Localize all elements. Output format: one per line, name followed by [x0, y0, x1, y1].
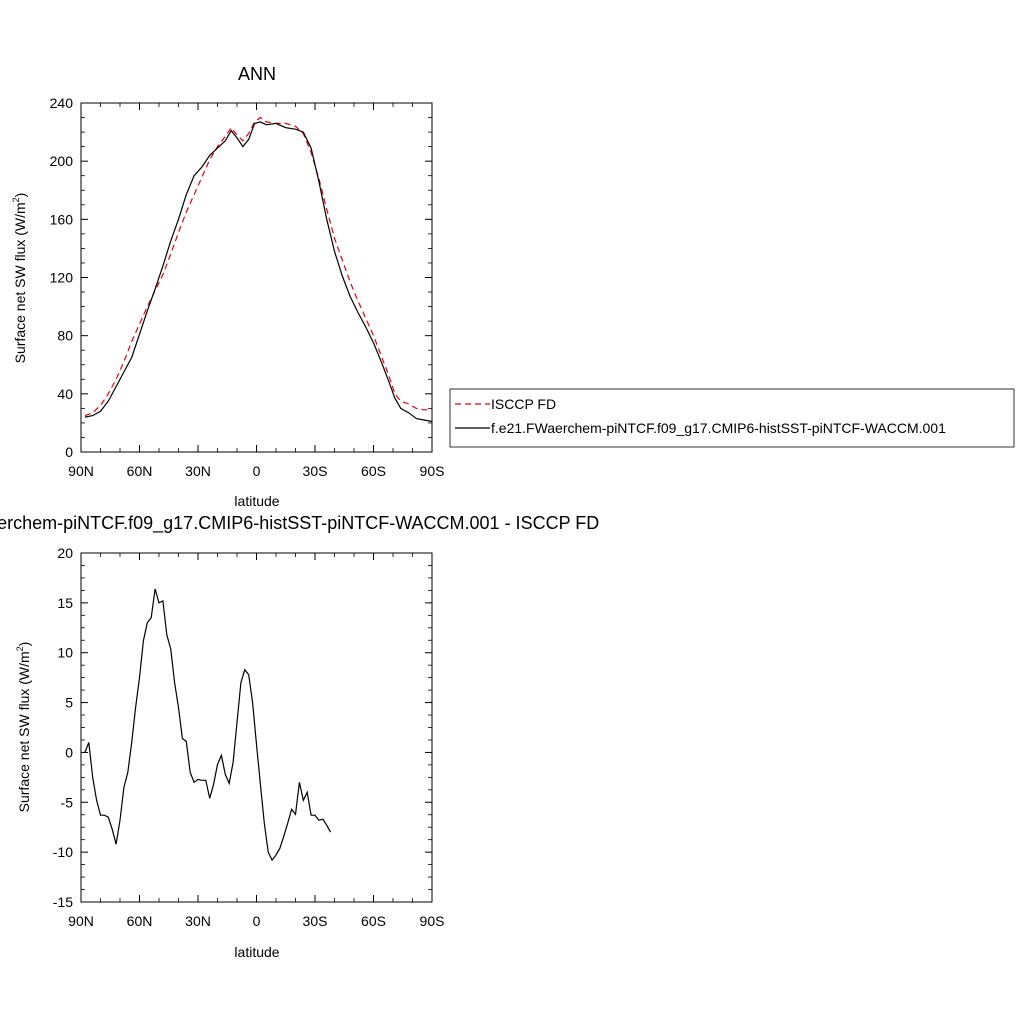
bottom-panel-x-axis-label: latitude — [234, 944, 279, 960]
series-line-isccp — [84, 116, 432, 417]
legend: ISCCP FD f.e21.FWaerchem-piNTCF.f09_g17.… — [449, 388, 1015, 448]
y-tick-label: 5 — [65, 695, 73, 711]
y-tick-label: -10 — [53, 844, 73, 860]
x-tick-label: 60S — [361, 913, 386, 929]
y-tick-label: 240 — [50, 95, 74, 111]
y-tick-label: 200 — [50, 153, 74, 169]
x-tick-label: 0 — [253, 913, 261, 929]
top-panel-x-axis-label: latitude — [234, 493, 279, 509]
legend-box — [449, 388, 1015, 448]
bottom-panel-y-ticks: -15 -10 -5 0 5 10 15 20 — [53, 545, 432, 910]
x-tick-label: 0 — [253, 463, 261, 479]
bottom-panel-y-axis-label: Surface net SW flux (W/m2) — [15, 642, 32, 813]
y-tick-label: 0 — [65, 444, 73, 460]
top-panel-title: ANN — [238, 64, 276, 84]
x-tick-label: 90N — [68, 913, 94, 929]
x-tick-label: 90S — [420, 913, 445, 929]
legend-label-isccp: ISCCP FD — [491, 396, 556, 412]
x-tick-label: 90S — [420, 463, 445, 479]
x-tick-label: 60N — [127, 913, 153, 929]
y-tick-label: 10 — [57, 645, 73, 661]
bottom-panel: f.e21.FWaerchem-piNTCF.f09_g17.CMIP6-his… — [0, 513, 599, 960]
x-tick-label: 30S — [303, 913, 328, 929]
y-tick-label: 120 — [50, 270, 74, 286]
x-tick-label: 30S — [303, 463, 328, 479]
x-tick-label: 60S — [361, 463, 386, 479]
top-panel-x-ticks: 90N 60N 30N 0 30S 60S 90S — [68, 103, 444, 479]
y-tick-label: 0 — [65, 744, 73, 760]
y-tick-label: 40 — [57, 386, 73, 402]
top-panel-y-ticks: 0 40 80 120 160 200 240 — [50, 95, 432, 460]
y-tick-label: 20 — [57, 545, 73, 561]
top-panel-series — [84, 116, 433, 423]
bottom-panel-x-ticks: 90N 60N 30N 0 30S 60S 90S — [68, 553, 444, 929]
x-tick-label: 30N — [185, 463, 211, 479]
y-tick-label: 80 — [57, 328, 73, 344]
series-line-difference — [84, 588, 332, 862]
bottom-panel-title: f.e21.FWaerchem-piNTCF.f09_g17.CMIP6-his… — [0, 513, 599, 534]
top-panel-y-axis-label: Surface net SW flux (W/m2) — [11, 193, 28, 364]
y-tick-label: -15 — [53, 894, 73, 910]
top-panel-frame — [80, 102, 433, 453]
y-tick-label: -5 — [61, 794, 74, 810]
y-tick-label: 15 — [57, 595, 73, 611]
legend-label-model: f.e21.FWaerchem-piNTCF.f09_g17.CMIP6-his… — [491, 420, 946, 436]
y-tick-label: 160 — [50, 211, 74, 227]
x-tick-label: 30N — [185, 913, 211, 929]
series-line-model — [84, 121, 433, 423]
bottom-panel-series — [84, 588, 332, 862]
x-tick-label: 90N — [68, 463, 94, 479]
x-tick-label: 60N — [127, 463, 153, 479]
